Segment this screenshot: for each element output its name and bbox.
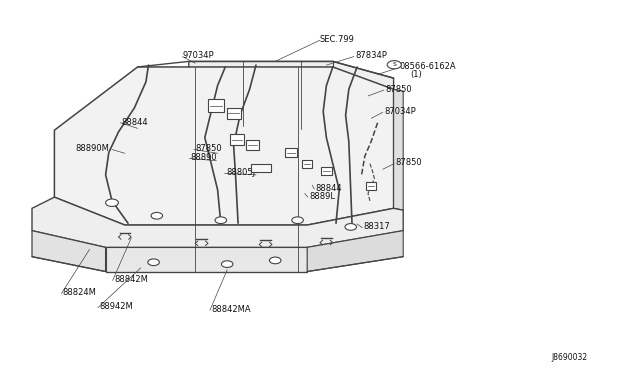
Text: 88842MA: 88842MA xyxy=(211,305,251,314)
Text: 88317: 88317 xyxy=(364,222,390,231)
Polygon shape xyxy=(54,67,394,225)
Bar xyxy=(302,160,312,168)
Text: 87850: 87850 xyxy=(396,158,422,167)
Bar xyxy=(285,148,297,157)
Text: 88842M: 88842M xyxy=(114,275,148,284)
Bar xyxy=(246,140,259,150)
Bar xyxy=(227,108,241,119)
Text: 88844: 88844 xyxy=(316,184,342,193)
Text: 87834P: 87834P xyxy=(355,51,387,60)
Text: 8889L: 8889L xyxy=(309,192,335,201)
Polygon shape xyxy=(394,89,403,210)
Text: S: S xyxy=(392,62,396,67)
Circle shape xyxy=(148,259,159,266)
Text: 97034P: 97034P xyxy=(182,51,214,60)
Polygon shape xyxy=(32,197,403,247)
Polygon shape xyxy=(106,247,307,272)
Bar xyxy=(321,167,332,175)
Polygon shape xyxy=(189,126,307,136)
Bar xyxy=(230,134,244,145)
Bar xyxy=(251,164,271,172)
Circle shape xyxy=(106,199,118,206)
Polygon shape xyxy=(307,231,403,272)
Text: (1): (1) xyxy=(410,70,422,79)
Text: 88824M: 88824M xyxy=(63,288,97,297)
Text: J8690032: J8690032 xyxy=(552,353,588,362)
Text: 87850: 87850 xyxy=(195,144,222,153)
Text: 08566-6162A: 08566-6162A xyxy=(400,62,456,71)
Text: 88890: 88890 xyxy=(191,153,218,162)
Text: 87850: 87850 xyxy=(385,85,412,94)
Text: 88942M: 88942M xyxy=(99,302,133,311)
Bar xyxy=(209,99,225,112)
Text: 87034P: 87034P xyxy=(384,107,416,116)
Circle shape xyxy=(269,257,281,264)
Text: 88805J: 88805J xyxy=(226,168,255,177)
Polygon shape xyxy=(189,61,394,130)
Circle shape xyxy=(221,261,233,267)
Text: SEC.799: SEC.799 xyxy=(320,35,355,44)
Ellipse shape xyxy=(210,97,226,104)
Text: 88890M: 88890M xyxy=(76,144,109,153)
Circle shape xyxy=(151,212,163,219)
Polygon shape xyxy=(32,231,106,272)
Circle shape xyxy=(387,61,401,69)
Circle shape xyxy=(215,217,227,224)
Bar xyxy=(366,182,376,190)
Polygon shape xyxy=(307,119,394,136)
Circle shape xyxy=(292,217,303,224)
Ellipse shape xyxy=(248,80,283,98)
Circle shape xyxy=(345,224,356,230)
Text: 88844: 88844 xyxy=(122,118,148,126)
